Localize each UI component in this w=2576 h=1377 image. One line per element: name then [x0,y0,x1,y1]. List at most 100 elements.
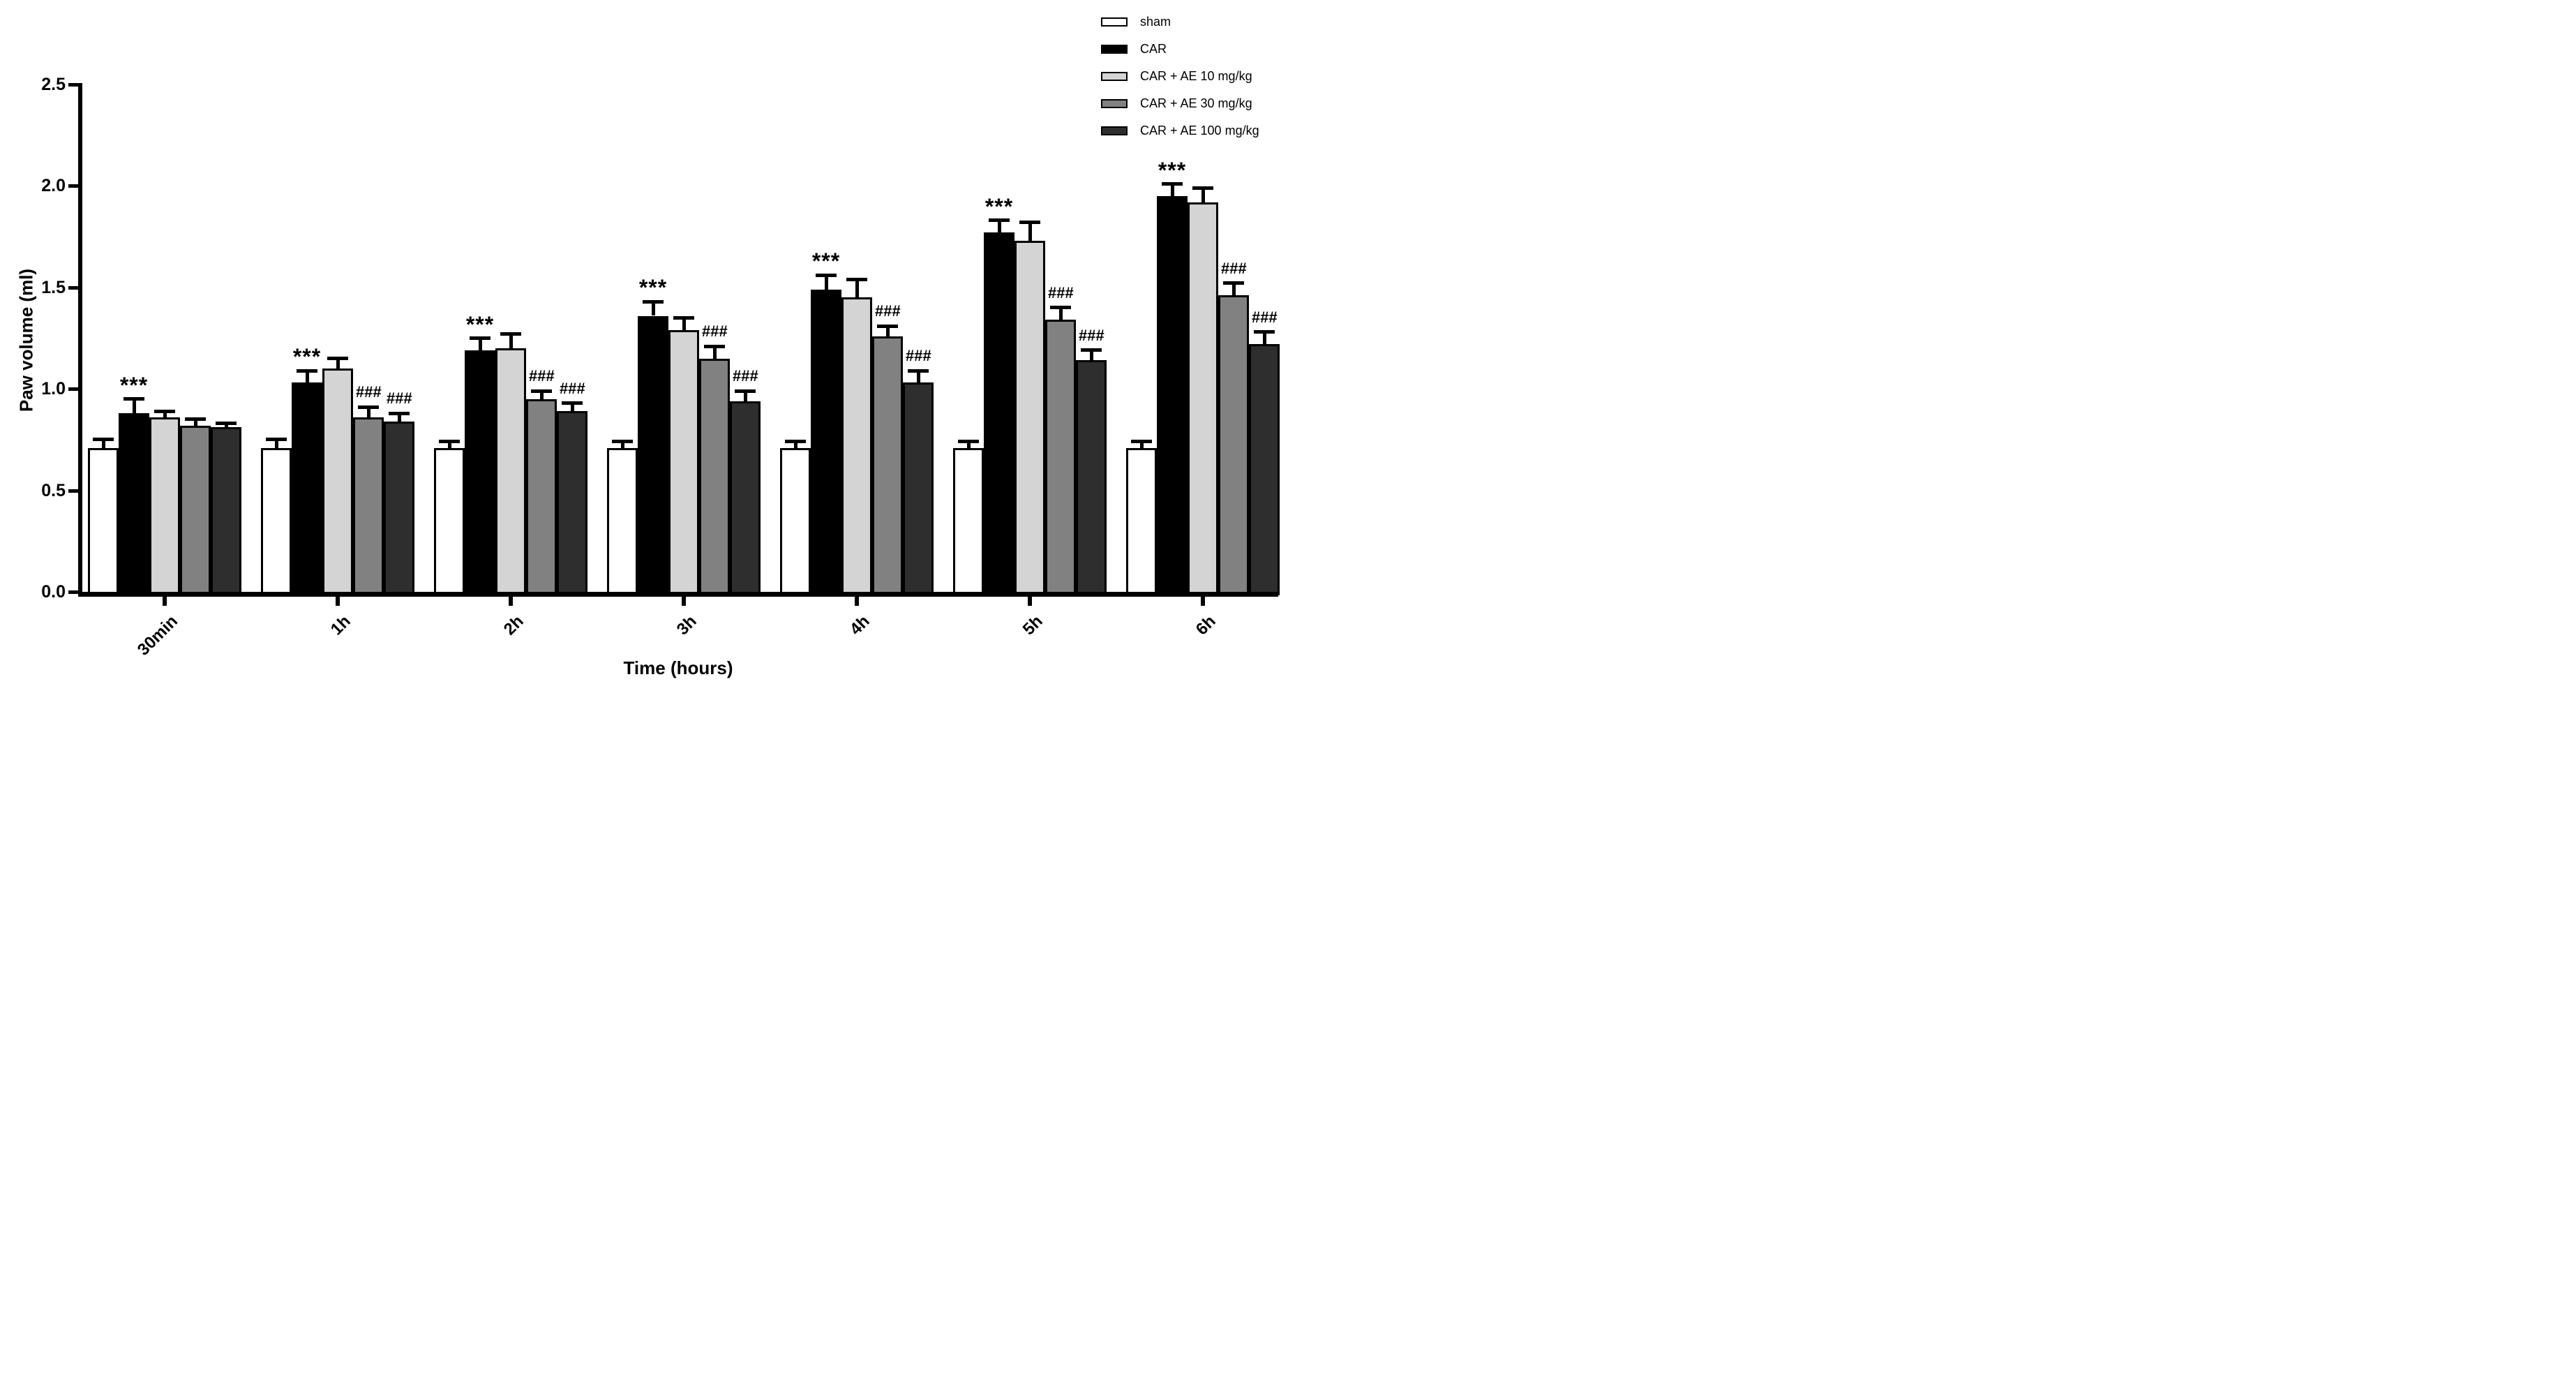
bar-sham-6h [1126,447,1157,595]
error-bar-cap [93,438,114,442]
x-tick [1201,597,1205,606]
bar-car-5h [984,232,1014,595]
error-bar-stem [916,371,920,383]
bar-car-ae-100-mg-kg-3h [730,401,761,595]
error-bar-stem [193,419,197,426]
error-bar-cap [154,409,175,413]
y-tick [68,285,78,290]
x-tick [1028,597,1032,606]
x-tick [336,597,340,606]
error-bar-stem [966,441,971,448]
error-bar-cap [877,324,898,328]
bar-car-2h [465,350,495,595]
legend-swatch-car-ae-10-mg-kg [1101,71,1128,81]
x-tick-label: 1h [327,611,354,639]
bar-car-ae-30-mg-kg-30min [180,425,211,595]
error-bar-stem [651,302,655,316]
error-bar-cap [1131,440,1152,444]
error-bar-cap [266,438,287,442]
significance-vs-sham: *** [1158,157,1187,183]
error-bar-cap [500,332,521,336]
y-tick-label: 0.0 [41,582,66,602]
error-bar-cap [358,405,379,409]
bar-car-ae-10-mg-kg-4h [841,297,872,595]
x-tick-label: 6h [1192,611,1220,639]
significance-vs-car: ### [386,389,412,408]
x-tick-label: 2h [500,611,527,639]
bar-car-4h [811,289,841,595]
significance-vs-sham: *** [119,372,149,398]
y-tick-label: 2.0 [41,176,66,196]
bar-car-1h [292,382,322,595]
error-bar-stem [509,334,513,349]
error-bar-cap [389,411,410,415]
x-tick [509,597,513,606]
bar-sham-2h [434,447,465,595]
bar-car-ae-10-mg-kg-6h [1188,202,1218,595]
error-bar-cap [185,417,206,422]
bar-car-ae-100-mg-kg-5h [1076,360,1107,595]
significance-vs-car: ### [701,322,728,341]
bar-car-ae-100-mg-kg-6h [1249,344,1280,595]
bar-car-6h [1157,195,1188,595]
error-bar-stem [793,441,797,448]
bar-car-ae-30-mg-kg-6h [1218,295,1249,595]
error-bar-stem [743,391,747,401]
x-tick-label: 5h [1019,611,1047,639]
error-bar-cap [1050,306,1071,310]
error-bar-stem [305,371,309,383]
bar-car-ae-10-mg-kg-5h [1014,240,1045,595]
error-bar-cap [531,389,552,393]
error-bar-cap [989,218,1010,223]
x-tick [163,597,167,606]
error-bar-stem [274,439,278,448]
error-bar-stem [712,346,717,359]
y-axis-title: Paw volume (ml) [15,268,37,412]
error-bar-stem [163,411,167,417]
y-tick-label: 1.5 [41,277,66,297]
error-bar-stem [539,391,544,399]
error-bar-cap [1254,330,1275,334]
error-bar-stem [1262,332,1266,345]
y-tick [68,387,78,392]
error-bar-cap [562,401,583,405]
legend-swatch-car-ae-100-mg-kg [1101,126,1128,135]
error-bar-stem [224,423,228,428]
error-bar-stem [132,399,136,414]
error-bar-stem [101,439,105,448]
legend-item-car-ae-100-mg-kg: CAR + AE 100 mg/kg [1101,120,1259,141]
error-bar-cap [439,440,460,444]
error-bar-stem [366,407,370,417]
error-bar-cap [673,315,694,320]
legend-item-car-ae-30-mg-kg: CAR + AE 30 mg/kg [1101,93,1252,114]
bar-car-ae-10-mg-kg-30min [149,417,180,595]
bar-sham-5h [953,447,984,595]
bar-car-ae-10-mg-kg-2h [495,348,526,595]
error-bar-cap [1223,281,1244,285]
error-bar-stem [447,441,451,448]
error-bar-cap [612,440,633,444]
bar-car-ae-30-mg-kg-4h [872,336,903,595]
error-bar-stem [1170,184,1174,196]
error-bar-stem [885,326,890,336]
legend-label: CAR + AE 10 mg/kg [1140,69,1252,83]
error-bar-cap [846,277,867,281]
y-tick [68,83,78,87]
significance-vs-car: ### [732,367,758,385]
bar-car-ae-30-mg-kg-2h [526,399,557,595]
error-bar-cap [1019,221,1040,225]
bar-car-3h [638,315,668,595]
error-bar-cap [816,273,837,277]
legend-item-sham: sham [1101,11,1171,32]
error-bar-stem [570,403,574,412]
error-bar-stem [620,441,624,448]
bar-sham-3h [607,447,638,595]
bar-car-ae-100-mg-kg-2h [557,411,587,595]
bar-sham-1h [261,447,292,595]
error-bar-cap [327,357,348,361]
error-bar-stem [397,413,401,422]
significance-vs-sham: *** [984,193,1014,219]
significance-vs-sham: *** [638,275,668,301]
significance-vs-car: ### [1078,326,1104,344]
x-axis-line [78,592,1278,597]
